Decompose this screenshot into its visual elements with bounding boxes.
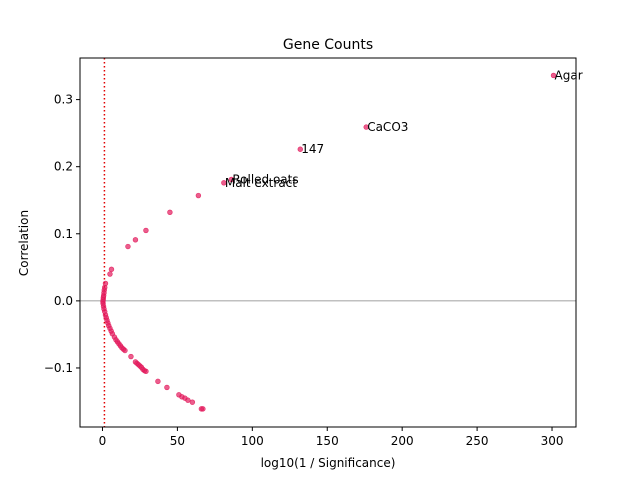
point-annotation: CaCO3: [367, 120, 408, 134]
y-tick-label: 0.1: [54, 227, 73, 241]
data-point: [550, 72, 557, 79]
x-tick-label: 0: [99, 434, 107, 448]
data-point: [107, 271, 113, 277]
y-axis-label: Correlation: [17, 210, 31, 276]
point-annotation: Agar: [555, 68, 583, 82]
data-point: [155, 378, 161, 385]
y-tick-label: 0.2: [54, 160, 73, 174]
x-tick-label: 150: [316, 434, 339, 448]
data-point: [125, 243, 131, 250]
data-point: [143, 368, 149, 375]
x-tick-label: 250: [466, 434, 489, 448]
chart-title: Gene Counts: [283, 37, 373, 53]
y-axis: −0.1 0.0 0.1 0.2 0.3: [44, 93, 80, 375]
data-point: [164, 384, 170, 391]
data-point: [297, 146, 303, 152]
x-tick-label: 50: [170, 434, 185, 448]
data-point: [189, 399, 196, 405]
data-point: [128, 353, 134, 360]
y-tick-label: 0.0: [54, 294, 73, 308]
data-point: [200, 406, 206, 412]
y-tick-label: −0.1: [44, 361, 73, 375]
data-point: [143, 227, 149, 234]
data-point: [185, 397, 191, 403]
data-point: [132, 237, 139, 243]
point-annotation: Rolled oats: [232, 172, 298, 186]
data-point: [195, 192, 202, 199]
data-point: [221, 180, 227, 186]
data-point: [167, 209, 173, 216]
y-tick-label: 0.3: [54, 93, 73, 107]
point-annotation: 147: [301, 142, 324, 156]
data-point: [108, 266, 115, 273]
data-point: [228, 176, 235, 183]
data-point: [363, 124, 369, 130]
x-axis: 0 50 100 150 200 250 300: [99, 427, 564, 448]
point-annotation: Malt extract: [225, 176, 297, 190]
data-point: [122, 347, 128, 354]
x-tick-label: 300: [541, 434, 564, 448]
plot-frame: [79, 57, 577, 428]
x-tick-label: 100: [241, 434, 264, 448]
x-axis-label: log10(1 / Significance): [261, 456, 396, 470]
x-tick-label: 200: [391, 434, 414, 448]
